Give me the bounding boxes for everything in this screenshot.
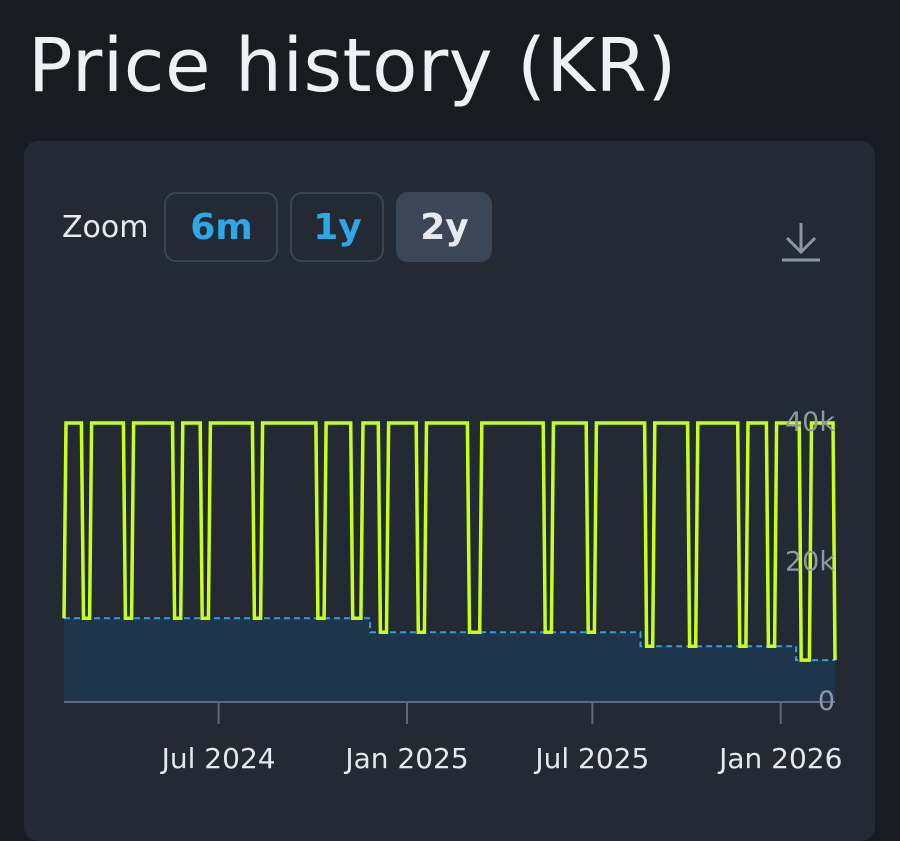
- price-history-card: Zoom 6m 1y 2y Jul 2024 Jan 2025 Jul 2025 Ja…: [24, 141, 875, 841]
- x-tick-label: Jul 2024: [160, 742, 276, 775]
- x-tick-label: Jan 2026: [717, 742, 842, 775]
- zoom-label: Zoom: [62, 209, 149, 245]
- zoom-2y-button[interactable]: 2y: [396, 192, 493, 262]
- x-tick-label: Jan 2025: [343, 742, 468, 775]
- x-tick-label: Jul 2025: [533, 742, 649, 775]
- y-tick-label: 0: [818, 686, 835, 717]
- price-chart: Jul 2024 Jan 2025 Jul 2025 Jan 2026 0 20k 40k: [62, 407, 842, 775]
- zoom-6m-button[interactable]: 6m: [164, 192, 279, 262]
- baseline-area: [64, 618, 835, 702]
- zoom-controls: Zoom 6m 1y 2y: [62, 191, 504, 263]
- price-series-line: [62, 421, 837, 662]
- y-tick-label: 40k: [785, 407, 835, 438]
- y-tick-label: 20k: [785, 547, 835, 578]
- baseline-series-line: [64, 617, 835, 662]
- download-icon[interactable]: [778, 217, 824, 267]
- download-icon-glyph: [782, 223, 820, 262]
- zoom-1y-button[interactable]: 1y: [290, 192, 385, 262]
- page-title: Price history (KR): [28, 23, 677, 109]
